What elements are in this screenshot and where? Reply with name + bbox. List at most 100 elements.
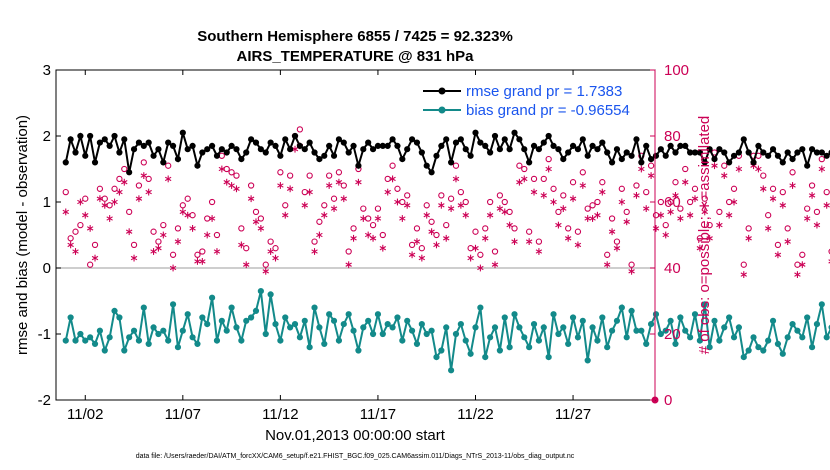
rmse-point bbox=[565, 149, 572, 156]
obs-assimilated-stroke bbox=[652, 226, 660, 231]
obs-possible-marker bbox=[267, 238, 274, 245]
obs-assimilated-stroke bbox=[106, 216, 113, 221]
obs-assimilated-stroke bbox=[818, 166, 826, 172]
obs-assimilated-marker bbox=[618, 198, 626, 206]
rmse-point bbox=[569, 142, 577, 149]
obs-possible-marker bbox=[765, 212, 772, 219]
rmse-point bbox=[413, 139, 421, 146]
obs-assimilated-stroke bbox=[799, 262, 806, 267]
bias-point bbox=[813, 320, 821, 328]
rmse-point bbox=[701, 159, 708, 166]
obs-assimilated-stroke bbox=[735, 166, 743, 172]
rmse-point bbox=[589, 142, 596, 149]
obs-assimilated-stroke bbox=[686, 213, 694, 218]
bias-point bbox=[301, 317, 308, 324]
rmse-point bbox=[638, 159, 645, 166]
obs-possible-marker bbox=[345, 248, 352, 255]
obs-possible-marker bbox=[808, 182, 816, 189]
obs-assimilated-stroke bbox=[599, 189, 606, 195]
obs-assimilated-stroke bbox=[769, 196, 777, 201]
rmse-point bbox=[672, 149, 679, 156]
bias-point bbox=[535, 337, 543, 344]
obs-assimilated-stroke bbox=[413, 239, 421, 244]
obs-assimilated-stroke bbox=[91, 255, 99, 261]
rmse-point bbox=[779, 159, 786, 166]
obs-assimilated-stroke bbox=[706, 236, 713, 241]
bias-point bbox=[184, 311, 191, 318]
bias-point bbox=[667, 317, 674, 324]
obs-assimilated-marker bbox=[594, 211, 601, 219]
obs-assimilated-marker bbox=[516, 178, 523, 186]
obs-assimilated-stroke bbox=[311, 249, 318, 254]
rmse-point bbox=[540, 139, 547, 146]
obs-possible-marker bbox=[477, 251, 484, 258]
y-right-tick-label: 40 bbox=[664, 260, 681, 277]
bias-point bbox=[282, 314, 289, 321]
bias-point bbox=[794, 327, 801, 334]
bias-point bbox=[223, 327, 230, 334]
rmse-point bbox=[150, 152, 157, 159]
bias-point bbox=[516, 324, 523, 331]
rmse-point bbox=[174, 156, 182, 163]
rmse-point bbox=[730, 152, 738, 159]
obs-assimilated-stroke bbox=[579, 183, 587, 188]
obs-possible-marker bbox=[91, 241, 99, 249]
obs-possible-marker bbox=[472, 228, 479, 235]
bias-point bbox=[296, 334, 303, 341]
y-tick-label: 0 bbox=[43, 260, 51, 277]
rmse-point bbox=[116, 149, 123, 156]
obs-possible-marker bbox=[691, 185, 699, 192]
y-tick-label: -2 bbox=[38, 392, 51, 409]
legend-marker-bias bbox=[438, 106, 446, 114]
rmse-point bbox=[96, 139, 104, 146]
bias-point bbox=[379, 330, 386, 338]
bias-point bbox=[652, 311, 660, 318]
bias-point bbox=[477, 304, 484, 311]
obs-assimilated-marker bbox=[155, 244, 162, 252]
obs-assimilated-stroke bbox=[760, 186, 767, 191]
obs-assimilated-stroke bbox=[545, 166, 552, 172]
x-axis-label: Nov.01,2013 00:00:00 start bbox=[265, 427, 446, 444]
rmse-point bbox=[355, 162, 362, 169]
rmse-point bbox=[194, 162, 201, 169]
bias-point bbox=[735, 324, 742, 331]
bias-point bbox=[252, 307, 260, 314]
rmse-point bbox=[769, 146, 777, 153]
bias-point bbox=[706, 344, 713, 351]
obs-assimilated-marker bbox=[521, 175, 528, 183]
bias-point bbox=[584, 357, 591, 364]
rmse-point bbox=[623, 149, 630, 156]
rmse-point bbox=[301, 146, 308, 153]
obs-assimilated-marker bbox=[101, 201, 108, 209]
obs-assimilated-marker bbox=[369, 234, 377, 242]
obs-assimilated-marker bbox=[282, 211, 289, 219]
obs-assimilated-stroke bbox=[638, 166, 645, 172]
rmse-point bbox=[804, 162, 811, 169]
obs-assimilated-stroke bbox=[530, 189, 538, 195]
bias-point bbox=[643, 340, 650, 347]
rmse-point bbox=[487, 149, 494, 156]
obs-assimilated-marker bbox=[399, 215, 406, 222]
obs-assimilated-marker bbox=[91, 254, 99, 262]
rmse-point bbox=[135, 139, 143, 146]
obs-assimilated-stroke bbox=[823, 203, 830, 208]
obs-assimilated-marker bbox=[486, 211, 494, 219]
obs-assimilated-marker bbox=[721, 172, 728, 179]
series-layer bbox=[62, 129, 830, 374]
obs-possible-marker bbox=[394, 185, 401, 192]
rmse-point bbox=[574, 146, 582, 153]
obs-assimilated-stroke bbox=[701, 209, 708, 215]
bias-point bbox=[491, 324, 499, 331]
bias-point bbox=[140, 304, 147, 311]
rmse-point bbox=[789, 156, 796, 163]
obs-assimilated-stroke bbox=[369, 236, 377, 241]
obs-assimilated-stroke bbox=[262, 269, 269, 274]
rmse-point bbox=[389, 136, 396, 143]
rmse-point bbox=[750, 159, 757, 166]
bias-point bbox=[169, 301, 177, 308]
obs-assimilated-marker bbox=[125, 228, 133, 236]
obs-possible-marker bbox=[740, 261, 747, 268]
bias-point bbox=[726, 314, 733, 321]
obs-possible-marker bbox=[140, 159, 147, 166]
